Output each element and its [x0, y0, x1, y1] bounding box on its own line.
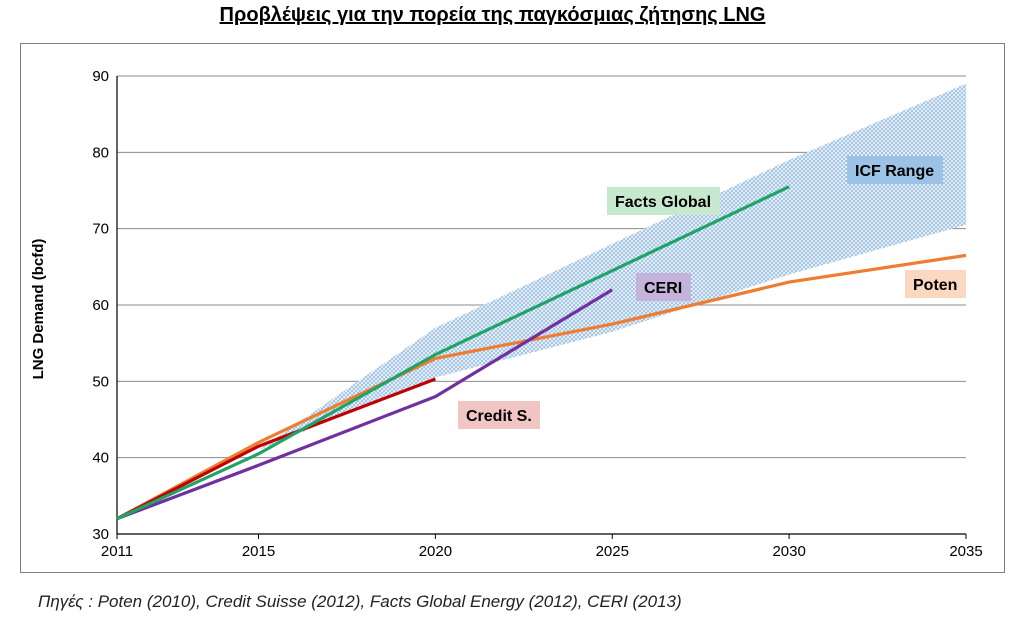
x-tick-label-2025: 2025 [596, 543, 629, 560]
series-line-ceri [116, 288, 614, 521]
series-label-text-poten: Poten [913, 277, 957, 294]
series-layer [116, 185, 967, 521]
series-line-credit-s [116, 377, 436, 521]
label-layer: ICF Range Facts Global CERI Credit S. Poten [458, 156, 966, 429]
x-tick-label-2035: 2035 [949, 543, 982, 560]
x-tick-label-2015: 2015 [242, 543, 275, 560]
source-note: Πηγές : Poten (2010), Credit Suisse (201… [38, 592, 682, 611]
y-tick-label-60: 60 [92, 297, 109, 314]
y-tick-label-80: 80 [92, 144, 109, 161]
series-line-facts-global [116, 185, 790, 521]
series-label-bg-icf-range [847, 156, 943, 184]
series-label-text-facts-global: Facts Global [615, 194, 711, 211]
y-axis-title: LNG Demand (bcfd) [30, 239, 47, 380]
series-label-poten: Poten [905, 270, 966, 298]
series-label-bg-poten [905, 270, 966, 298]
y-tick-label-40: 40 [92, 450, 109, 467]
series-label-bg-facts-global [607, 187, 720, 215]
x-tick-label-2011: 2011 [101, 543, 133, 560]
line-chart: 30 40 50 60 70 80 90 2011 2015 2020 2025 2030 2035 I… [30, 68, 983, 560]
y-tick-label-70: 70 [92, 221, 109, 238]
series-label-credit-s: Credit S. [458, 401, 540, 429]
series-label-bg-credit-s [458, 401, 540, 429]
series-label-facts-global: Facts Global [607, 187, 720, 215]
chart-title: Προβλέψεις για την πορεία της παγκόσμιας… [219, 4, 766, 26]
series-line-poten [116, 253, 967, 521]
y-tick-label-30: 30 [92, 526, 109, 543]
axis-layer: 30 40 50 60 70 80 90 2011 2015 2020 2025 2030 2035 [92, 68, 982, 560]
x-tick-label-2020: 2020 [419, 543, 452, 560]
y-tick-label-50: 50 [92, 373, 109, 390]
series-label-bg-ceri [636, 273, 691, 301]
y-tick-label-90: 90 [92, 68, 109, 85]
series-label-ceri: CERI [636, 273, 691, 301]
series-label-icf-range: ICF Range [847, 156, 943, 184]
x-tick-label-2030: 2030 [772, 543, 805, 560]
series-label-text-credit-s: Credit S. [466, 408, 532, 425]
series-label-text-icf-range: ICF Range [855, 163, 934, 180]
series-label-text-ceri: CERI [644, 280, 682, 297]
chart-frame: 30 40 50 60 70 80 90 2011 2015 2020 2025 2030 2035 I… [20, 43, 1005, 573]
grid-layer [117, 75, 966, 459]
